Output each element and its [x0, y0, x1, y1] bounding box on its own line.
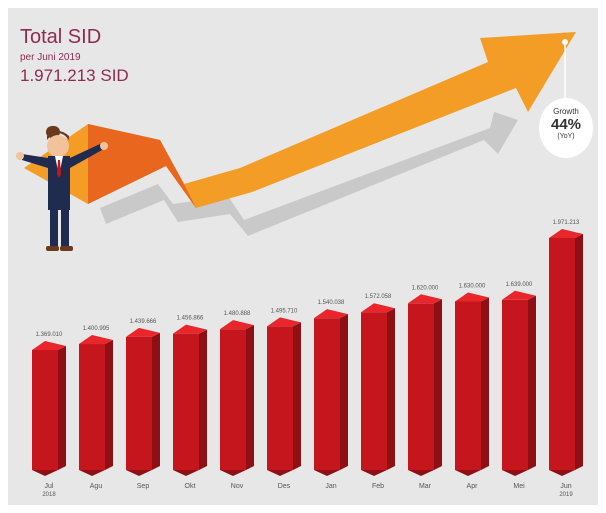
bar-side — [152, 332, 160, 470]
bar-top — [173, 324, 207, 334]
bar-top — [361, 303, 395, 313]
businessman-figure — [16, 126, 108, 251]
bar-top — [220, 320, 254, 330]
category-label: Jan — [325, 483, 336, 490]
bar-front — [408, 303, 434, 470]
value-label: 1.400.995 — [83, 326, 110, 332]
bar-7: 1.540.038 Jan — [314, 300, 348, 490]
category-label: Des — [278, 483, 291, 490]
bar-top — [549, 229, 583, 238]
bar-side — [199, 329, 207, 470]
category-label: Agu — [90, 483, 103, 490]
category-label: Nov — [231, 483, 244, 490]
growth-label: Growth — [553, 107, 579, 116]
bar-top — [126, 327, 160, 337]
bar-top — [408, 294, 442, 304]
value-label: 1.495.710 — [271, 308, 298, 314]
bar-top — [314, 309, 348, 319]
bar-side — [481, 297, 489, 470]
bar-front — [314, 318, 340, 470]
bar-front — [267, 326, 293, 470]
bar-1: 1.369.010 Jul 2018 — [32, 332, 66, 498]
value-label: 1.540.038 — [318, 300, 345, 306]
bar-8: 1.572.058 Feb — [361, 294, 395, 490]
bar-side — [387, 308, 395, 470]
bar-side — [528, 295, 536, 470]
bar-base — [173, 470, 199, 476]
bar-9: 1.620.000 Mar — [408, 285, 442, 490]
bar-side — [105, 340, 113, 470]
value-label: 1.456.866 — [177, 316, 204, 322]
bar-top — [79, 335, 113, 345]
bar-6: 1.495.710 Des — [267, 308, 301, 490]
chart-subtitle: per Juni 2019 — [20, 52, 81, 63]
bars-group: 1.369.010 Jul 2018 1.400.995 Agu 1.439.666 Sep… — [32, 220, 583, 498]
bar-front — [32, 349, 58, 470]
category-label: Apr — [467, 483, 479, 490]
bar-5: 1.480.888 Nov — [220, 311, 254, 490]
bar-base — [408, 470, 434, 476]
value-label: 1.971.213 — [553, 220, 580, 226]
category-label: Jul — [45, 483, 54, 490]
bar-side — [340, 314, 348, 470]
category-label: Feb — [372, 483, 384, 490]
category-label: Mar — [419, 483, 432, 490]
chart-title: Total SID — [20, 26, 102, 48]
growth-arrow-shade — [88, 124, 196, 208]
bar-top — [455, 292, 489, 302]
category-year-label: 2019 — [559, 492, 573, 498]
bar-front — [220, 329, 246, 470]
growth-badge: Growth 44% (YoY) — [539, 98, 593, 158]
growth-note: (YoY) — [557, 133, 575, 140]
bar-2: 1.400.995 Agu — [79, 326, 113, 490]
bar-base — [32, 470, 58, 476]
value-label: 1.639.000 — [506, 282, 533, 288]
bar-front — [455, 301, 481, 470]
bar-front — [126, 336, 152, 470]
bar-base — [220, 470, 246, 476]
bar-base — [455, 470, 481, 476]
category-label: Sep — [137, 483, 150, 490]
category-label: Mei — [513, 483, 525, 490]
bar-front — [502, 299, 528, 470]
bar-side — [293, 322, 301, 470]
bar-side — [58, 345, 66, 470]
bar-base — [502, 470, 528, 476]
bar-12: 1.971.213 Jun 2019 — [549, 220, 583, 498]
bar-front — [79, 344, 105, 470]
bar-base — [314, 470, 340, 476]
category-label: Okt — [185, 483, 196, 490]
bar-front — [361, 312, 387, 470]
value-label: 1.439.666 — [130, 319, 157, 325]
bar-base — [79, 470, 105, 476]
infographic-frame: 1.369.010 Jul 2018 1.400.995 Agu 1.439.666 Sep… — [8, 8, 598, 505]
growth-value: 44% — [550, 116, 582, 133]
value-label: 1.630.000 — [459, 283, 486, 289]
bar-base — [126, 470, 152, 476]
bar-top — [32, 340, 66, 350]
category-label: Jun — [560, 483, 571, 490]
bar-top — [267, 317, 301, 327]
bar-side — [434, 299, 442, 470]
bar-base — [361, 470, 387, 476]
value-label: 1.480.888 — [224, 311, 251, 317]
value-label: 1.572.058 — [365, 294, 392, 300]
bar-side — [575, 234, 583, 470]
value-label: 1.369.010 — [36, 332, 63, 338]
bar-chart: 1.369.010 Jul 2018 1.400.995 Agu 1.439.666 Sep… — [16, 32, 583, 498]
bar-base — [267, 470, 293, 476]
bar-front — [173, 333, 199, 470]
shadow-arrow — [100, 112, 518, 236]
bar-11: 1.639.000 Mei — [502, 282, 536, 490]
bar-base — [549, 470, 575, 476]
value-label: 1.620.000 — [412, 285, 439, 291]
bar-top — [502, 290, 536, 300]
bar-10: 1.630.000 Apr — [455, 283, 489, 490]
total-value: 1.971.213 SID — [20, 66, 129, 85]
bar-side — [246, 325, 254, 470]
bar-front — [549, 238, 575, 470]
bar-3: 1.439.666 Sep — [126, 319, 160, 490]
category-year-label: 2018 — [42, 492, 56, 498]
bar-4: 1.456.866 Okt — [173, 316, 207, 490]
